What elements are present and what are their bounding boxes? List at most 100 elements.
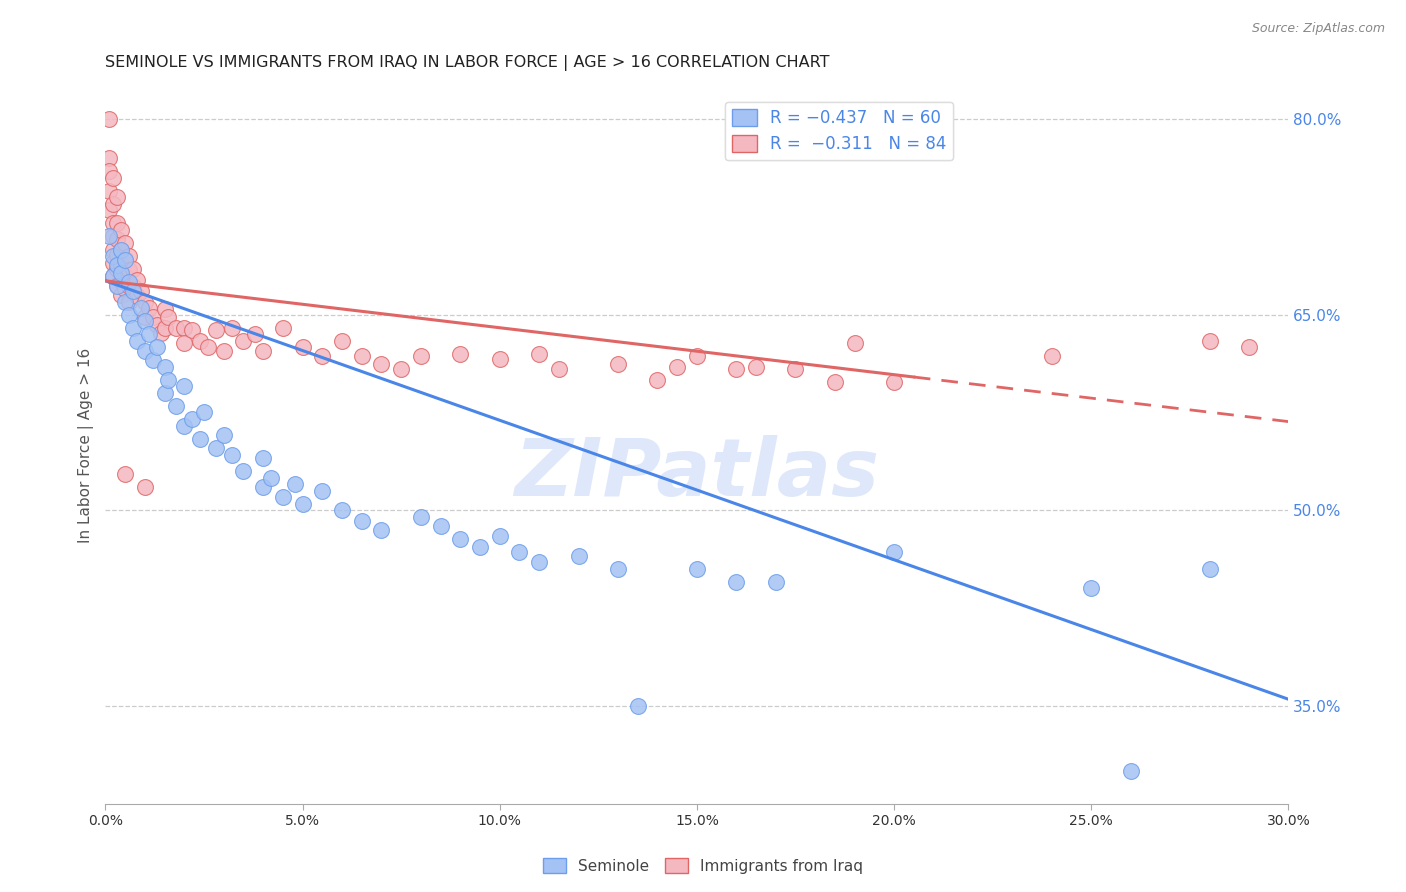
Point: [824, 376, 846, 390]
Point: [488, 529, 510, 543]
Point: [125, 334, 148, 348]
Point: [527, 347, 550, 361]
Point: [142, 310, 165, 325]
Point: [232, 464, 254, 478]
Point: [468, 540, 491, 554]
Point: [122, 284, 145, 298]
Point: [114, 252, 136, 267]
Point: [110, 223, 132, 237]
Y-axis label: In Labor Force | Age > 16: In Labor Force | Age > 16: [79, 347, 94, 542]
Legend: R = −0.437   N = 60, R =  −0.311   N = 84: R = −0.437 N = 60, R = −0.311 N = 84: [725, 102, 953, 160]
Point: [153, 359, 176, 374]
Point: [98, 229, 121, 244]
Point: [370, 523, 392, 537]
Point: [138, 327, 160, 342]
Point: [1080, 582, 1102, 596]
Point: [122, 262, 145, 277]
Point: [350, 514, 373, 528]
Point: [232, 334, 254, 348]
Point: [193, 405, 215, 419]
Point: [114, 294, 136, 309]
Text: Source: ZipAtlas.com: Source: ZipAtlas.com: [1251, 22, 1385, 36]
Point: [138, 301, 160, 315]
Point: [607, 562, 630, 576]
Point: [153, 320, 176, 334]
Point: [1119, 764, 1142, 778]
Point: [125, 289, 148, 303]
Point: [765, 574, 787, 589]
Point: [105, 277, 128, 292]
Point: [409, 350, 432, 364]
Point: [122, 320, 145, 334]
Point: [449, 347, 471, 361]
Point: [103, 255, 125, 269]
Point: [103, 243, 125, 257]
Point: [221, 320, 243, 334]
Point: [725, 574, 748, 589]
Point: [118, 294, 141, 309]
Point: [105, 279, 128, 293]
Point: [165, 399, 187, 413]
Point: [129, 301, 152, 315]
Point: [291, 340, 314, 354]
Point: [118, 275, 141, 289]
Point: [165, 320, 187, 334]
Point: [110, 243, 132, 257]
Point: [212, 344, 235, 359]
Point: [134, 314, 156, 328]
Point: [212, 427, 235, 442]
Point: [110, 274, 132, 288]
Point: [350, 350, 373, 364]
Point: [204, 323, 226, 337]
Point: [647, 373, 669, 387]
Point: [105, 262, 128, 277]
Point: [129, 284, 152, 298]
Point: [145, 318, 167, 332]
Point: [311, 483, 333, 498]
Point: [125, 272, 148, 286]
Point: [105, 190, 128, 204]
Point: [245, 327, 267, 342]
Point: [134, 344, 156, 359]
Point: [98, 164, 121, 178]
Point: [118, 308, 141, 322]
Point: [429, 519, 451, 533]
Point: [271, 320, 294, 334]
Point: [114, 252, 136, 266]
Point: [114, 268, 136, 283]
Point: [568, 549, 591, 563]
Point: [1040, 350, 1063, 364]
Point: [110, 266, 132, 280]
Point: [252, 344, 274, 359]
Point: [114, 282, 136, 296]
Point: [173, 418, 195, 433]
Point: [181, 323, 204, 337]
Point: [157, 310, 180, 325]
Point: [98, 151, 121, 165]
Point: [103, 229, 125, 244]
Point: [271, 490, 294, 504]
Point: [173, 336, 195, 351]
Point: [105, 217, 128, 231]
Point: [1198, 334, 1220, 348]
Point: [122, 279, 145, 293]
Point: [508, 545, 530, 559]
Point: [252, 480, 274, 494]
Point: [103, 197, 125, 211]
Point: [745, 359, 768, 374]
Point: [311, 350, 333, 364]
Point: [686, 350, 709, 364]
Point: [173, 320, 195, 334]
Point: [153, 385, 176, 400]
Point: [330, 503, 353, 517]
Point: [114, 235, 136, 250]
Point: [181, 412, 204, 426]
Point: [114, 467, 136, 481]
Point: [409, 509, 432, 524]
Point: [547, 362, 569, 376]
Text: ZIPatlas: ZIPatlas: [515, 434, 879, 513]
Point: [118, 279, 141, 293]
Point: [153, 302, 176, 317]
Point: [686, 562, 709, 576]
Point: [103, 170, 125, 185]
